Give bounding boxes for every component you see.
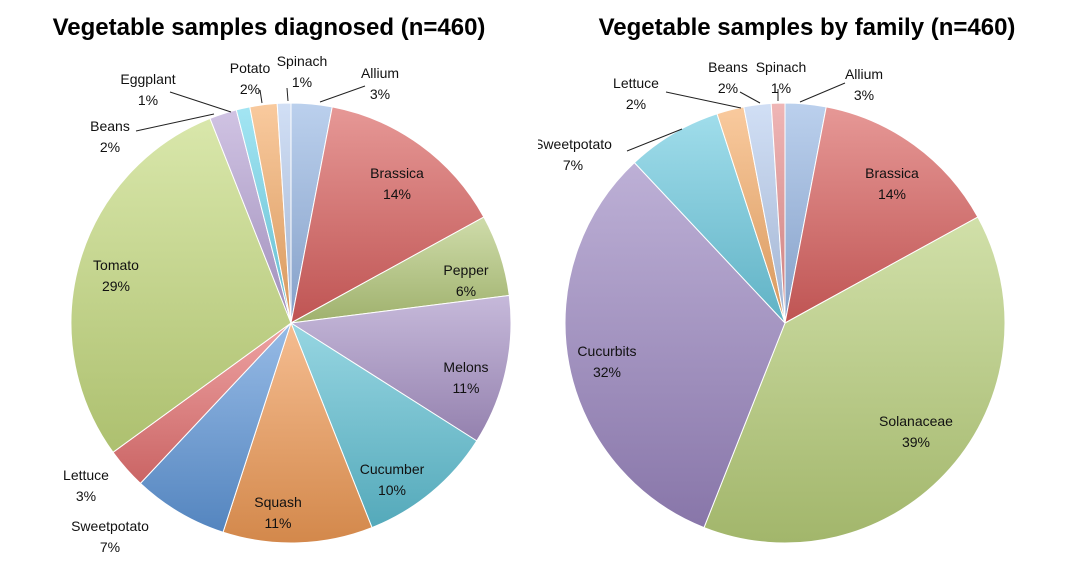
slice-percent-label: 14% <box>878 186 906 202</box>
slice-category-label: Allium <box>361 65 399 81</box>
slice-category-label: Allium <box>845 66 883 82</box>
pie-slice-spinach <box>276 102 292 324</box>
leader-line <box>739 91 761 104</box>
leader-line <box>169 91 232 113</box>
slice-percent-label: 2% <box>626 96 646 112</box>
pie-slice-squash <box>222 321 373 544</box>
pie-slice-cucurbits <box>564 161 786 529</box>
slice-percent-label: 1% <box>138 92 158 108</box>
pie-chart-family: Vegetable samples by family (n=460) Alli… <box>538 0 1076 567</box>
pie-svg: Allium 3% Brassica 14% Solanaceae 39% Cucurbit… <box>538 59 1006 544</box>
pie-chart-diagnosed: Vegetable samples diagnosed (n=460) Alli… <box>52 14 512 555</box>
slice-category-label: Spinach <box>277 53 328 69</box>
slice-category-label: Cucumber <box>360 461 425 477</box>
slice-percent-label: 1% <box>771 80 791 96</box>
slice-category-label: Cucurbits <box>577 343 636 359</box>
slice-category-label: Tomato <box>93 257 139 273</box>
slice-category-label: Potato <box>230 60 271 76</box>
slice-category-label: Eggplant <box>120 71 175 87</box>
pie-slices <box>564 102 1006 544</box>
leader-line <box>319 85 366 103</box>
leader-line <box>286 87 289 102</box>
leader-line <box>665 91 742 109</box>
slice-category-label: Lettuce <box>613 75 659 91</box>
pie-svg: Allium 3% Brassica 14% Pepper 6% Melons 11% Cucu… <box>63 53 512 555</box>
pie-labels: Allium 3% Brassica 14% Solanaceae 39% Cucurbit… <box>538 59 953 450</box>
pie-slice-brassica <box>290 106 485 324</box>
slice-percent-label: 7% <box>100 539 120 555</box>
pie-slice-melons <box>289 294 512 442</box>
chart-title: Vegetable samples by family (n=460) <box>598 14 1016 41</box>
slice-percent-label: 14% <box>383 186 411 202</box>
slice-percent-label: 11% <box>265 515 292 531</box>
slice-percent-label: 10% <box>378 482 406 498</box>
slice-category-label: Brassica <box>370 165 424 181</box>
slice-percent-label: 29% <box>102 278 130 294</box>
leader-line <box>799 82 846 103</box>
slice-percent-label: 7% <box>563 157 583 173</box>
slice-percent-label: 3% <box>370 86 390 102</box>
slice-percent-label: 11% <box>453 380 480 396</box>
slice-category-label: Squash <box>254 494 301 510</box>
slice-category-label: Sweetpotato <box>538 136 612 152</box>
pie-slices <box>70 102 512 544</box>
pie-slice-tomato <box>70 117 292 454</box>
slice-category-label: Beans <box>90 118 130 134</box>
leader-line <box>135 113 215 132</box>
slice-category-label: Lettuce <box>63 467 109 483</box>
slice-percent-label: 39% <box>902 434 930 450</box>
pie-slice-brassica <box>784 106 979 324</box>
slice-percent-label: 3% <box>854 87 874 103</box>
slice-percent-label: 6% <box>456 283 476 299</box>
chart-title: Vegetable samples diagnosed (n=460) <box>52 14 486 41</box>
slice-category-label: Melons <box>443 359 488 375</box>
pie-slice-solanaceae <box>703 216 1006 544</box>
slice-percent-label: 2% <box>100 139 120 155</box>
slice-percent-label: 3% <box>76 488 96 504</box>
slice-category-label: Beans <box>708 59 748 75</box>
slice-category-label: Sweetpotato <box>71 518 149 534</box>
slice-percent-label: 1% <box>292 74 312 90</box>
slice-percent-label: 2% <box>718 80 738 96</box>
slice-percent-label: 32% <box>593 364 621 380</box>
pie-slice-cucumber <box>289 321 478 529</box>
pie-labels: Allium 3% Brassica 14% Pepper 6% Melons 11% Cucu… <box>63 53 489 555</box>
leader-line <box>259 89 263 104</box>
slice-category-label: Solanaceae <box>879 413 953 429</box>
slice-category-label: Spinach <box>756 59 807 75</box>
pie-slice-spinach <box>770 102 786 324</box>
slice-percent-label: 2% <box>240 81 260 97</box>
slice-category-label: Pepper <box>443 262 488 278</box>
leader-line <box>626 128 683 152</box>
slice-category-label: Brassica <box>865 165 919 181</box>
